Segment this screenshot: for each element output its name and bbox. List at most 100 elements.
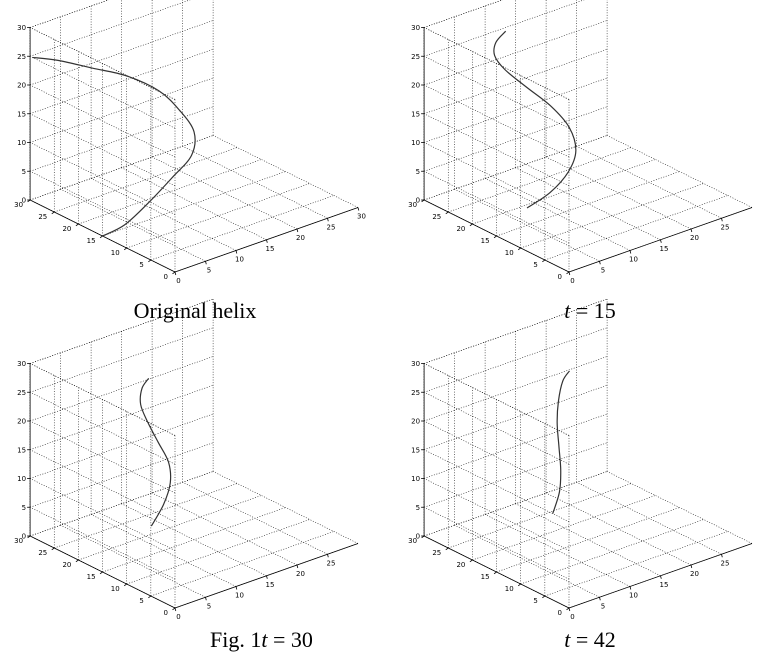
y-tick-label: 20	[62, 561, 71, 569]
x-tick-label: 20	[690, 234, 699, 242]
x-tick-mark	[660, 239, 662, 243]
y-tick-label: 5	[139, 597, 143, 605]
panel-caption: t = 15	[564, 298, 616, 323]
y-tick-mark	[172, 271, 176, 275]
grid	[29, 0, 359, 273]
y-tick-mark	[148, 259, 152, 263]
y-tick-mark	[99, 235, 103, 239]
grid-line	[182, 146, 328, 219]
y-tick-label: 30	[408, 201, 417, 209]
grid-line	[520, 519, 704, 585]
y-tick-mark	[566, 607, 570, 611]
y-tick-label: 15	[87, 573, 96, 581]
x-tick-mark	[629, 586, 632, 590]
x-tick-label: 15	[266, 245, 275, 253]
grid-line	[424, 0, 585, 57]
x-tick-mark	[296, 564, 299, 569]
x-tick-label: 5	[207, 266, 211, 274]
grid-line	[423, 449, 570, 522]
grid-line	[212, 135, 359, 208]
grid-line	[212, 471, 359, 544]
grid-line	[423, 392, 570, 465]
z-tick-label: 10	[17, 139, 26, 147]
z-tick-label: 0	[416, 533, 420, 541]
grid-line	[30, 384, 214, 451]
grid-line	[90, 514, 237, 587]
z-tick-label: 20	[411, 82, 420, 90]
y-tick-label: 15	[87, 237, 96, 245]
panel-caption: Fig. 1t = 30	[210, 627, 313, 652]
caption-value: = 30	[267, 627, 312, 652]
x-tick-mark	[266, 575, 268, 579]
x-tick-mark	[266, 239, 268, 243]
panel-caption: t = 42	[564, 627, 616, 652]
x-tick-mark	[599, 597, 601, 601]
x-tick-label: 20	[296, 570, 305, 578]
z-tick-label: 20	[411, 418, 420, 426]
grid-line	[90, 178, 237, 251]
grid-line	[423, 420, 570, 494]
grid-line	[520, 183, 704, 249]
y-tick-mark	[517, 247, 521, 251]
y-tick-label: 0	[164, 609, 168, 617]
box-edge	[30, 298, 214, 364]
y-tick-label: 10	[111, 249, 120, 257]
z-tick-label: 20	[17, 82, 26, 90]
x-tick-mark	[357, 207, 360, 211]
y-tick-label: 20	[62, 225, 71, 233]
x-tick-mark	[721, 554, 723, 558]
grid-line	[60, 189, 206, 262]
grid-line	[424, 20, 608, 86]
grid-line	[606, 471, 753, 544]
grid-line	[424, 48, 608, 115]
x-tick-mark	[235, 250, 238, 254]
grid-line	[30, 135, 214, 201]
grid-line	[424, 327, 608, 393]
y-tick-label: 25	[38, 549, 47, 557]
grid-line	[29, 392, 176, 465]
y-tick-mark	[493, 235, 497, 239]
grid-line	[472, 159, 656, 225]
z-tick-label: 30	[17, 360, 26, 368]
grid-line	[545, 492, 692, 566]
x-tick-label: 0	[570, 277, 574, 285]
grid-line	[182, 482, 328, 555]
grid-line	[29, 449, 176, 522]
y-tick-mark	[445, 547, 449, 551]
y-tick-label: 25	[38, 213, 47, 221]
x-tick-label: 15	[266, 581, 275, 589]
z-tick-label: 10	[411, 475, 420, 483]
x-tick-label: 5	[601, 266, 605, 274]
helix-curve	[139, 377, 172, 527]
z-tick-label: 10	[411, 139, 420, 147]
helix-curve	[493, 30, 577, 209]
grid	[423, 0, 753, 273]
z-tick-label: 5	[416, 504, 420, 512]
y-tick-label: 5	[533, 597, 537, 605]
x-tick-mark	[599, 261, 601, 265]
y-tick-mark	[493, 571, 497, 575]
z-tick-label: 30	[411, 360, 420, 368]
y-tick-label: 15	[481, 237, 490, 245]
x-tick-mark	[327, 218, 329, 222]
y-tick-mark	[517, 583, 521, 587]
helix-curve	[552, 370, 570, 514]
grid-line	[60, 525, 206, 598]
grid-line	[151, 156, 298, 230]
x-tick-mark	[235, 586, 238, 590]
grid-line	[454, 525, 600, 598]
y-tick-label: 0	[558, 273, 562, 281]
z-tick-label: 20	[17, 418, 26, 426]
z-tick-label: 5	[22, 168, 26, 176]
y-tick-label: 15	[481, 573, 490, 581]
y-tick-mark	[51, 547, 55, 551]
box-edge	[29, 27, 176, 100]
x-tick-label: 30	[357, 213, 366, 221]
grid-line	[126, 519, 310, 585]
x-tick-label: 25	[721, 559, 730, 567]
